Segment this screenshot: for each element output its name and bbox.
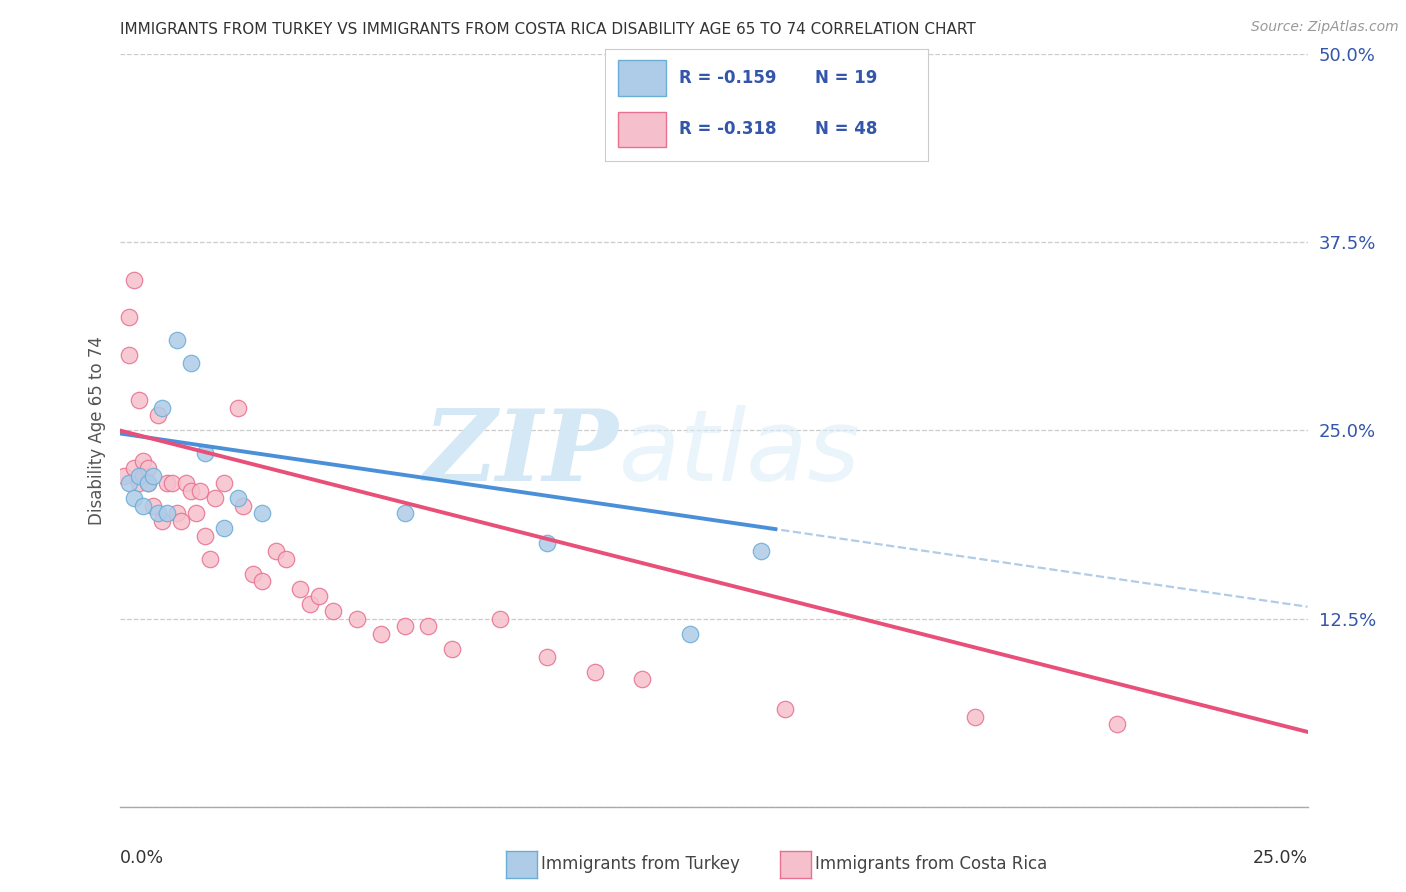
Point: [150, 514, 173, 528]
Point: [212, 521, 235, 535]
Point: [198, 551, 221, 566]
Point: [194, 529, 217, 543]
Text: Immigrants from Costa Rica: Immigrants from Costa Rica: [815, 855, 1047, 873]
Point: [122, 273, 145, 287]
Point: [536, 649, 558, 664]
Point: [679, 627, 702, 641]
Point: [394, 506, 416, 520]
Point: [180, 355, 202, 369]
Point: [1107, 717, 1129, 731]
Point: [122, 461, 145, 475]
Point: [170, 514, 193, 528]
Point: [160, 476, 183, 491]
Point: [184, 506, 207, 520]
Point: [212, 476, 235, 491]
Text: N = 48: N = 48: [815, 120, 877, 138]
Point: [136, 461, 159, 475]
Point: [963, 710, 986, 724]
Point: [274, 551, 297, 566]
Point: [346, 612, 368, 626]
Point: [150, 401, 173, 415]
Point: [156, 506, 179, 520]
Point: [773, 702, 796, 716]
Point: [266, 544, 288, 558]
Point: [394, 619, 416, 633]
Point: [132, 453, 155, 467]
Point: [536, 536, 558, 550]
Point: [228, 401, 250, 415]
Point: [142, 499, 165, 513]
Point: [146, 506, 169, 520]
Point: [583, 665, 606, 679]
Point: [322, 604, 344, 618]
Text: Immigrants from Turkey: Immigrants from Turkey: [541, 855, 740, 873]
Point: [128, 468, 150, 483]
Point: [166, 506, 188, 520]
Text: N = 19: N = 19: [815, 69, 877, 87]
Point: [250, 574, 273, 589]
Point: [146, 409, 169, 423]
Point: [118, 310, 141, 325]
Point: [370, 627, 392, 641]
Point: [132, 468, 155, 483]
Point: [631, 672, 654, 686]
Point: [488, 612, 510, 626]
Point: [204, 491, 226, 506]
Text: 25.0%: 25.0%: [1253, 849, 1308, 867]
Point: [142, 468, 165, 483]
Y-axis label: Disability Age 65 to 74: Disability Age 65 to 74: [87, 336, 105, 524]
Point: [122, 491, 145, 506]
Point: [298, 597, 321, 611]
Point: [288, 582, 311, 596]
Point: [132, 499, 155, 513]
Point: [136, 476, 159, 491]
Point: [250, 506, 273, 520]
Point: [228, 491, 250, 506]
Bar: [617, 112, 666, 147]
Text: atlas: atlas: [619, 404, 860, 501]
Text: Source: ZipAtlas.com: Source: ZipAtlas.com: [1251, 20, 1399, 34]
Point: [418, 619, 440, 633]
Point: [180, 483, 202, 498]
Text: R = -0.318: R = -0.318: [679, 120, 776, 138]
Point: [308, 589, 330, 603]
Point: [232, 499, 254, 513]
Point: [749, 544, 772, 558]
Point: [112, 468, 135, 483]
Point: [188, 483, 211, 498]
Point: [118, 348, 141, 362]
Point: [166, 333, 188, 347]
Bar: [617, 61, 666, 96]
Point: [118, 476, 141, 491]
Text: IMMIGRANTS FROM TURKEY VS IMMIGRANTS FROM COSTA RICA DISABILITY AGE 65 TO 74 COR: IMMIGRANTS FROM TURKEY VS IMMIGRANTS FRO…: [120, 22, 976, 37]
Point: [128, 476, 150, 491]
Point: [156, 476, 179, 491]
Point: [242, 566, 264, 581]
Point: [136, 476, 159, 491]
Text: 0.0%: 0.0%: [120, 849, 163, 867]
Text: R = -0.159: R = -0.159: [679, 69, 776, 87]
Point: [441, 642, 464, 657]
Text: ZIP: ZIP: [423, 405, 619, 501]
Point: [194, 446, 217, 460]
Point: [128, 393, 150, 408]
Point: [174, 476, 197, 491]
